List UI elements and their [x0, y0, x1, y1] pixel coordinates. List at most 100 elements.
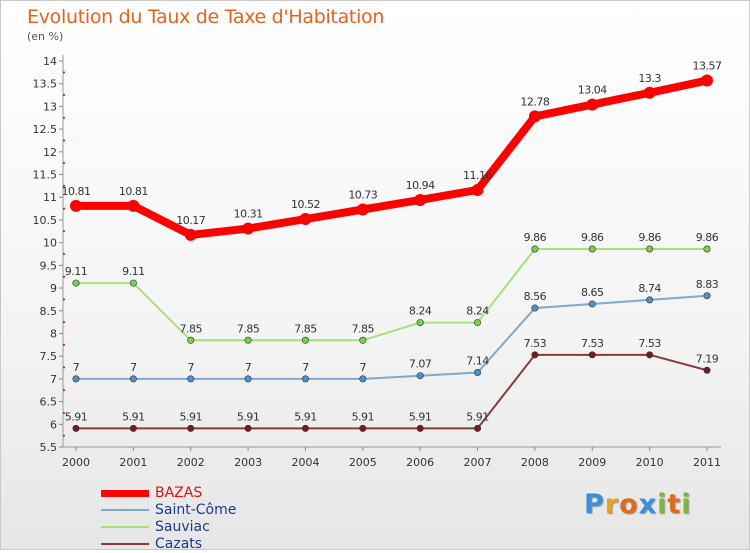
data-label: 7.53 — [524, 337, 547, 350]
legend-swatch — [101, 526, 149, 528]
brand-letter: x — [638, 489, 658, 520]
data-point — [531, 245, 539, 253]
data-label: 10.73 — [348, 188, 377, 201]
y-minor-tick — [63, 230, 65, 233]
data-label: 8.56 — [524, 290, 547, 303]
x-tick-label: 2008 — [521, 456, 549, 469]
y-minor-tick — [63, 366, 65, 369]
data-point — [474, 369, 482, 377]
data-label: 5.91 — [352, 410, 375, 423]
data-label: 10.94 — [406, 179, 435, 192]
data-label: 7.85 — [294, 322, 317, 335]
y-tick-label: 11.5 — [33, 169, 58, 182]
data-point — [471, 183, 484, 196]
data-point — [703, 292, 711, 300]
data-point — [299, 213, 312, 226]
x-tick-label: 2001 — [119, 456, 147, 469]
data-point — [646, 351, 654, 359]
legend-label: Sauviac — [155, 519, 210, 535]
data-label: 8.74 — [638, 282, 661, 295]
data-point — [127, 199, 140, 212]
data-point — [70, 199, 82, 212]
data-point — [244, 375, 252, 383]
chart-title: Evolution du Taux de Taxe d'Habitation — [27, 6, 385, 28]
data-point — [646, 296, 654, 304]
data-point — [129, 424, 137, 432]
y-minor-tick — [63, 321, 65, 324]
data-label: 13.3 — [638, 72, 661, 85]
x-tick-label: 2004 — [291, 456, 319, 469]
data-point — [187, 375, 195, 383]
y-minor-tick — [63, 139, 65, 142]
x-tick-label: 2009 — [578, 456, 606, 469]
data-label: 7.85 — [237, 322, 260, 335]
y-minor-tick — [63, 343, 65, 346]
data-label: 11.16 — [463, 169, 492, 182]
data-label: 7 — [245, 361, 252, 374]
data-point — [416, 372, 424, 380]
data-point — [72, 279, 80, 287]
data-label: 7.14 — [466, 355, 489, 368]
legend-swatch — [101, 489, 149, 497]
series-line-1 — [75, 294, 708, 380]
data-point — [187, 424, 195, 432]
data-label: 5.91 — [179, 410, 202, 423]
data-label: 10.31 — [234, 208, 263, 221]
data-label: 10.52 — [291, 198, 320, 211]
data-label: 5.91 — [122, 410, 145, 423]
data-label: 9.86 — [524, 231, 547, 244]
data-label: 10.81 — [62, 185, 91, 198]
y-minor-tick — [63, 253, 65, 255]
data-point — [531, 351, 539, 359]
x-tick-label: 2000 — [62, 456, 90, 469]
data-label: 12.78 — [520, 95, 549, 108]
data-label: 9.86 — [638, 231, 661, 244]
brand-letter: o — [619, 489, 639, 520]
data-point — [301, 336, 309, 344]
brand-letter: r — [604, 489, 620, 520]
x-tick-label: 2011 — [693, 456, 721, 469]
y-tick-label: 12.5 — [33, 123, 58, 136]
y-minor-tick — [63, 207, 65, 210]
series-line-3 — [75, 353, 708, 430]
brand-letter: i — [657, 489, 668, 520]
data-label: 8.24 — [466, 305, 489, 318]
data-label: 7.07 — [409, 358, 432, 371]
data-label: 10.17 — [176, 214, 205, 227]
data-point — [703, 366, 711, 374]
data-label: 5.91 — [466, 410, 489, 423]
data-label: 7 — [302, 361, 309, 374]
data-label: 9.11 — [65, 265, 88, 278]
y-tick-label: 5.5 — [40, 441, 58, 454]
data-label: 9.11 — [122, 265, 145, 278]
series-line-2 — [75, 248, 708, 342]
data-label: 8.65 — [581, 286, 604, 299]
data-label: 5.91 — [294, 410, 317, 423]
data-point — [588, 300, 596, 308]
data-label: 7.53 — [581, 337, 604, 350]
y-minor-tick — [63, 275, 65, 278]
brand-logo: Proxiti — [584, 489, 692, 520]
data-point — [474, 319, 482, 327]
data-label: 7 — [187, 361, 194, 374]
y-tick-label: 8 — [50, 327, 57, 340]
data-label: 7.19 — [696, 352, 719, 365]
legend-label: Saint-Côme — [155, 502, 237, 518]
chart-subtitle: (en %) — [27, 30, 64, 43]
y-minor-tick — [63, 389, 65, 392]
y-minor-tick — [63, 298, 65, 301]
y-tick-label: 13 — [43, 100, 57, 113]
x-tick-label: 2010 — [636, 456, 664, 469]
data-point — [416, 424, 424, 432]
data-point — [643, 86, 656, 99]
data-label: 8.83 — [696, 278, 719, 291]
data-label: 10.81 — [119, 185, 148, 198]
data-label: 7.85 — [179, 322, 202, 335]
y-tick-label: 6.5 — [40, 396, 58, 409]
x-tick-label: 2006 — [406, 456, 434, 469]
data-point — [242, 222, 255, 235]
brand-letter: t — [667, 489, 682, 520]
brand-letter: i — [681, 489, 692, 520]
data-point — [588, 351, 596, 359]
